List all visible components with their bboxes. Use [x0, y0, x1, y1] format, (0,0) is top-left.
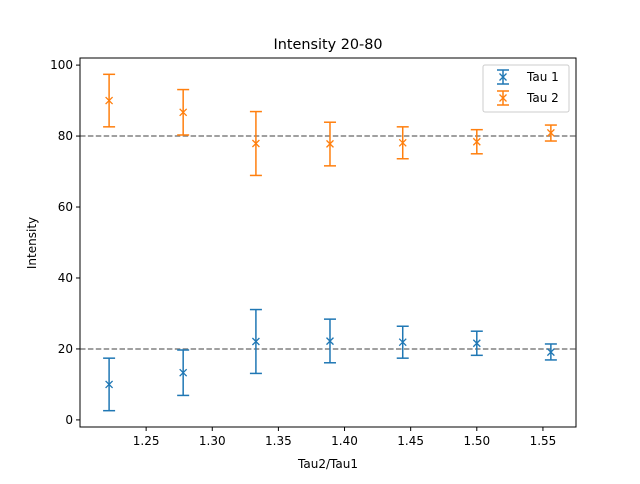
- legend: Tau 1 Tau 2: [482, 64, 570, 113]
- x-tick-label: 1.45: [397, 434, 424, 448]
- plot-area-frame: [79, 57, 577, 428]
- data-point: [251, 139, 260, 148]
- data-point: [546, 348, 555, 357]
- legend-label-tau2: Tau 2: [526, 91, 559, 105]
- data-point: [179, 108, 188, 117]
- legend-label-tau1: Tau 1: [526, 70, 559, 84]
- y-tick-label: 60: [58, 200, 73, 214]
- data-point: [472, 137, 481, 146]
- legend-marker: [499, 94, 507, 102]
- chart-title: Intensity 20-80: [273, 37, 382, 53]
- y-axis-label: Intensity: [25, 217, 39, 269]
- y-tick-label: 80: [58, 129, 73, 143]
- x-axis-ticks: 1.25 1.30 1.35 1.40 1.45 1.50 1.55: [133, 427, 557, 448]
- x-tick-label: 1.30: [199, 434, 226, 448]
- data-point: [105, 380, 114, 389]
- legend-entry-tau2: Tau 2: [497, 90, 559, 106]
- x-tick-label: 1.50: [463, 434, 490, 448]
- legend-marker: [499, 73, 507, 81]
- legend-entry-tau1: Tau 1: [497, 69, 559, 85]
- data-point: [326, 337, 334, 346]
- data-point: [105, 96, 114, 105]
- data-point: [326, 139, 334, 148]
- data-point: [546, 128, 555, 137]
- x-tick-label: 1.25: [133, 434, 160, 448]
- x-axis-label: Tau2/Tau1: [297, 457, 358, 471]
- data-point: [398, 138, 407, 147]
- x-tick-label: 1.35: [265, 434, 292, 448]
- y-tick-label: 40: [58, 271, 73, 285]
- y-tick-label: 100: [50, 58, 73, 72]
- data-markers: [105, 96, 555, 389]
- x-tick-label: 1.40: [331, 434, 358, 448]
- data-point: [179, 368, 188, 377]
- x-tick-label: 1.55: [530, 434, 557, 448]
- data-point: [472, 339, 481, 348]
- y-tick-label: 20: [58, 342, 73, 356]
- legend-symbol-tau1: [497, 69, 509, 85]
- reference-lines: [80, 135, 576, 350]
- y-axis-ticks: 0 20 40 60 80 100: [50, 58, 80, 427]
- data-point: [251, 337, 260, 346]
- y-tick-label: 0: [65, 413, 73, 427]
- data-point: [398, 338, 407, 347]
- legend-symbol-tau2: [497, 90, 509, 106]
